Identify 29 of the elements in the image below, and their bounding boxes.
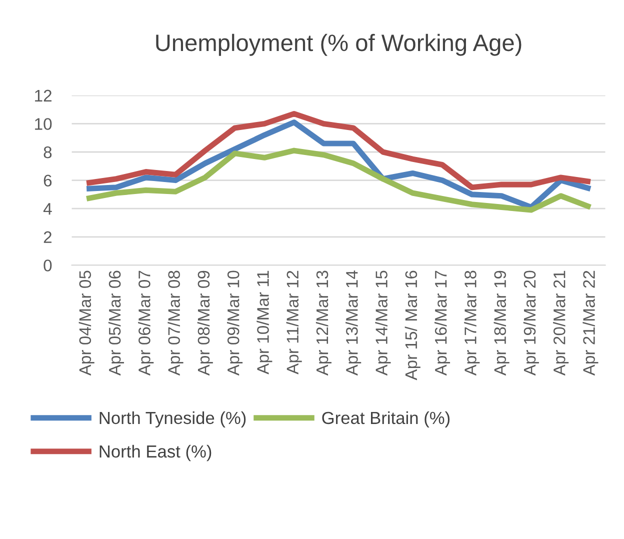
y-tick-label: 10 bbox=[35, 118, 52, 130]
y-tick-label: 2 bbox=[44, 231, 52, 243]
x-tick-label: Apr 08/Mar 09 bbox=[197, 270, 213, 376]
legend-label: Great Britain (%) bbox=[322, 411, 450, 428]
y-tick-label: 6 bbox=[44, 174, 52, 186]
x-tick-label: Apr 18/Mar 19 bbox=[494, 270, 510, 376]
y-tick-label: 0 bbox=[44, 260, 52, 272]
x-tick-label: Apr 06/Mar 07 bbox=[138, 270, 154, 376]
x-tick-label: Apr 07/Mar 08 bbox=[168, 270, 184, 376]
x-tick-label: Apr 05/Mar 06 bbox=[108, 270, 124, 376]
x-tick-label: Apr 12/Mar 13 bbox=[316, 270, 332, 376]
x-tick-label: Apr 10/Mar 11 bbox=[256, 270, 272, 374]
x-tick-label: Apr 11/Mar 12 bbox=[286, 270, 302, 374]
y-tick-label: 8 bbox=[44, 146, 52, 158]
x-tick-label: Apr 09/Mar 10 bbox=[227, 270, 243, 376]
x-tick-label: Apr 14/Mar 15 bbox=[375, 270, 391, 376]
x-tick-label: Apr 21/Mar 22 bbox=[582, 270, 598, 376]
x-tick-label: Apr 19/Mar 20 bbox=[523, 270, 539, 376]
y-tick-label: 12 bbox=[35, 90, 52, 102]
x-tick-label: Apr 17/Mar 18 bbox=[464, 270, 480, 376]
legend-label: North Tyneside (%) bbox=[100, 411, 246, 428]
x-tick-label: Apr 15/ Mar 16 bbox=[404, 270, 420, 380]
legend-label: North East (%) bbox=[100, 444, 212, 462]
x-tick-label: Apr 13/Mar 14 bbox=[346, 270, 362, 376]
y-tick-label: 4 bbox=[43, 203, 52, 215]
x-tick-label: Apr 04/Mar 05 bbox=[78, 270, 94, 376]
x-tick-label: Apr 20/Mar 21 bbox=[553, 270, 569, 376]
x-tick-label: Apr 16/Mar 17 bbox=[434, 270, 450, 376]
chart-title: Unemployment (% of Working Age) bbox=[156, 34, 522, 56]
